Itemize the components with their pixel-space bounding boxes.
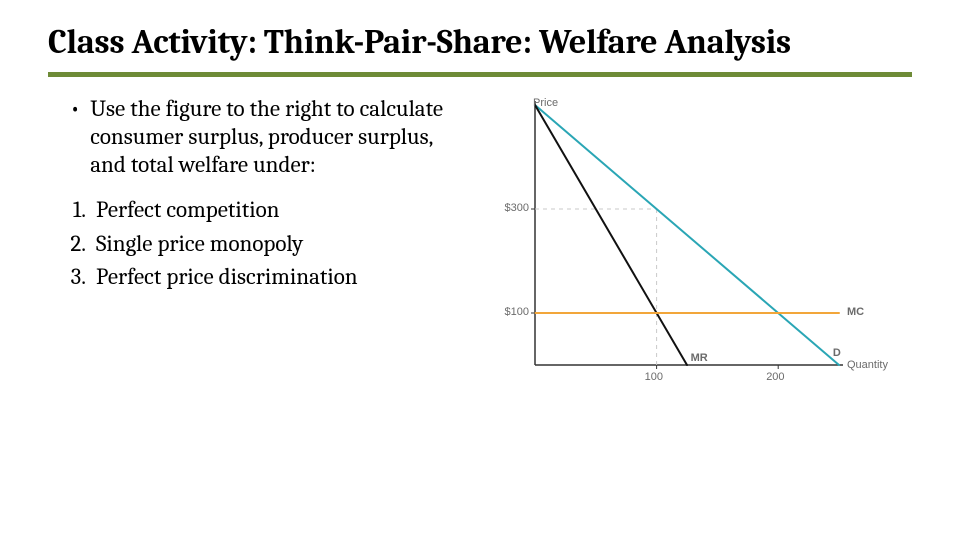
title-rule: [48, 72, 912, 77]
mr-label: MR: [691, 352, 708, 364]
text-column: • Use the figure to the right to calcula…: [48, 95, 448, 395]
bullet-text: Use the figure to the right to calculate…: [90, 95, 448, 179]
list-number: 3.: [64, 260, 86, 293]
y-tick-label: $100: [505, 306, 529, 318]
bullet-dot: •: [70, 95, 80, 179]
x-tick-label: 100: [645, 371, 663, 383]
slide: Class Activity: Think-Pair-Share: Welfar…: [0, 0, 960, 540]
x-tick-label: 200: [766, 371, 784, 383]
numbered-list: 1. Perfect competition 2. Single price m…: [64, 193, 448, 293]
list-number: 1.: [64, 193, 86, 226]
list-item: 3. Perfect price discrimination: [64, 260, 448, 293]
y-tick-label: $300: [505, 202, 529, 214]
body-row: • Use the figure to the right to calcula…: [48, 95, 912, 395]
list-item: 2. Single price monopoly: [64, 227, 448, 260]
y-axis-label: Price: [533, 97, 558, 109]
list-text: Single price monopoly: [96, 227, 303, 260]
slide-title: Class Activity: Think-Pair-Share: Welfar…: [48, 22, 912, 62]
econ-chart: $100 $300 100 200 Price Quantity D MC MR: [479, 95, 899, 395]
list-text: Perfect price discrimination: [96, 260, 358, 293]
list-item: 1. Perfect competition: [64, 193, 448, 226]
chart-column: $100 $300 100 200 Price Quantity D MC MR: [466, 95, 912, 395]
list-text: Perfect competition: [96, 193, 279, 226]
x-axis-label: Quantity: [847, 359, 888, 371]
list-number: 2.: [64, 227, 86, 260]
mc-label: MC: [847, 306, 864, 318]
bullet-item: • Use the figure to the right to calcula…: [70, 95, 448, 179]
demand-label: D: [833, 347, 841, 359]
